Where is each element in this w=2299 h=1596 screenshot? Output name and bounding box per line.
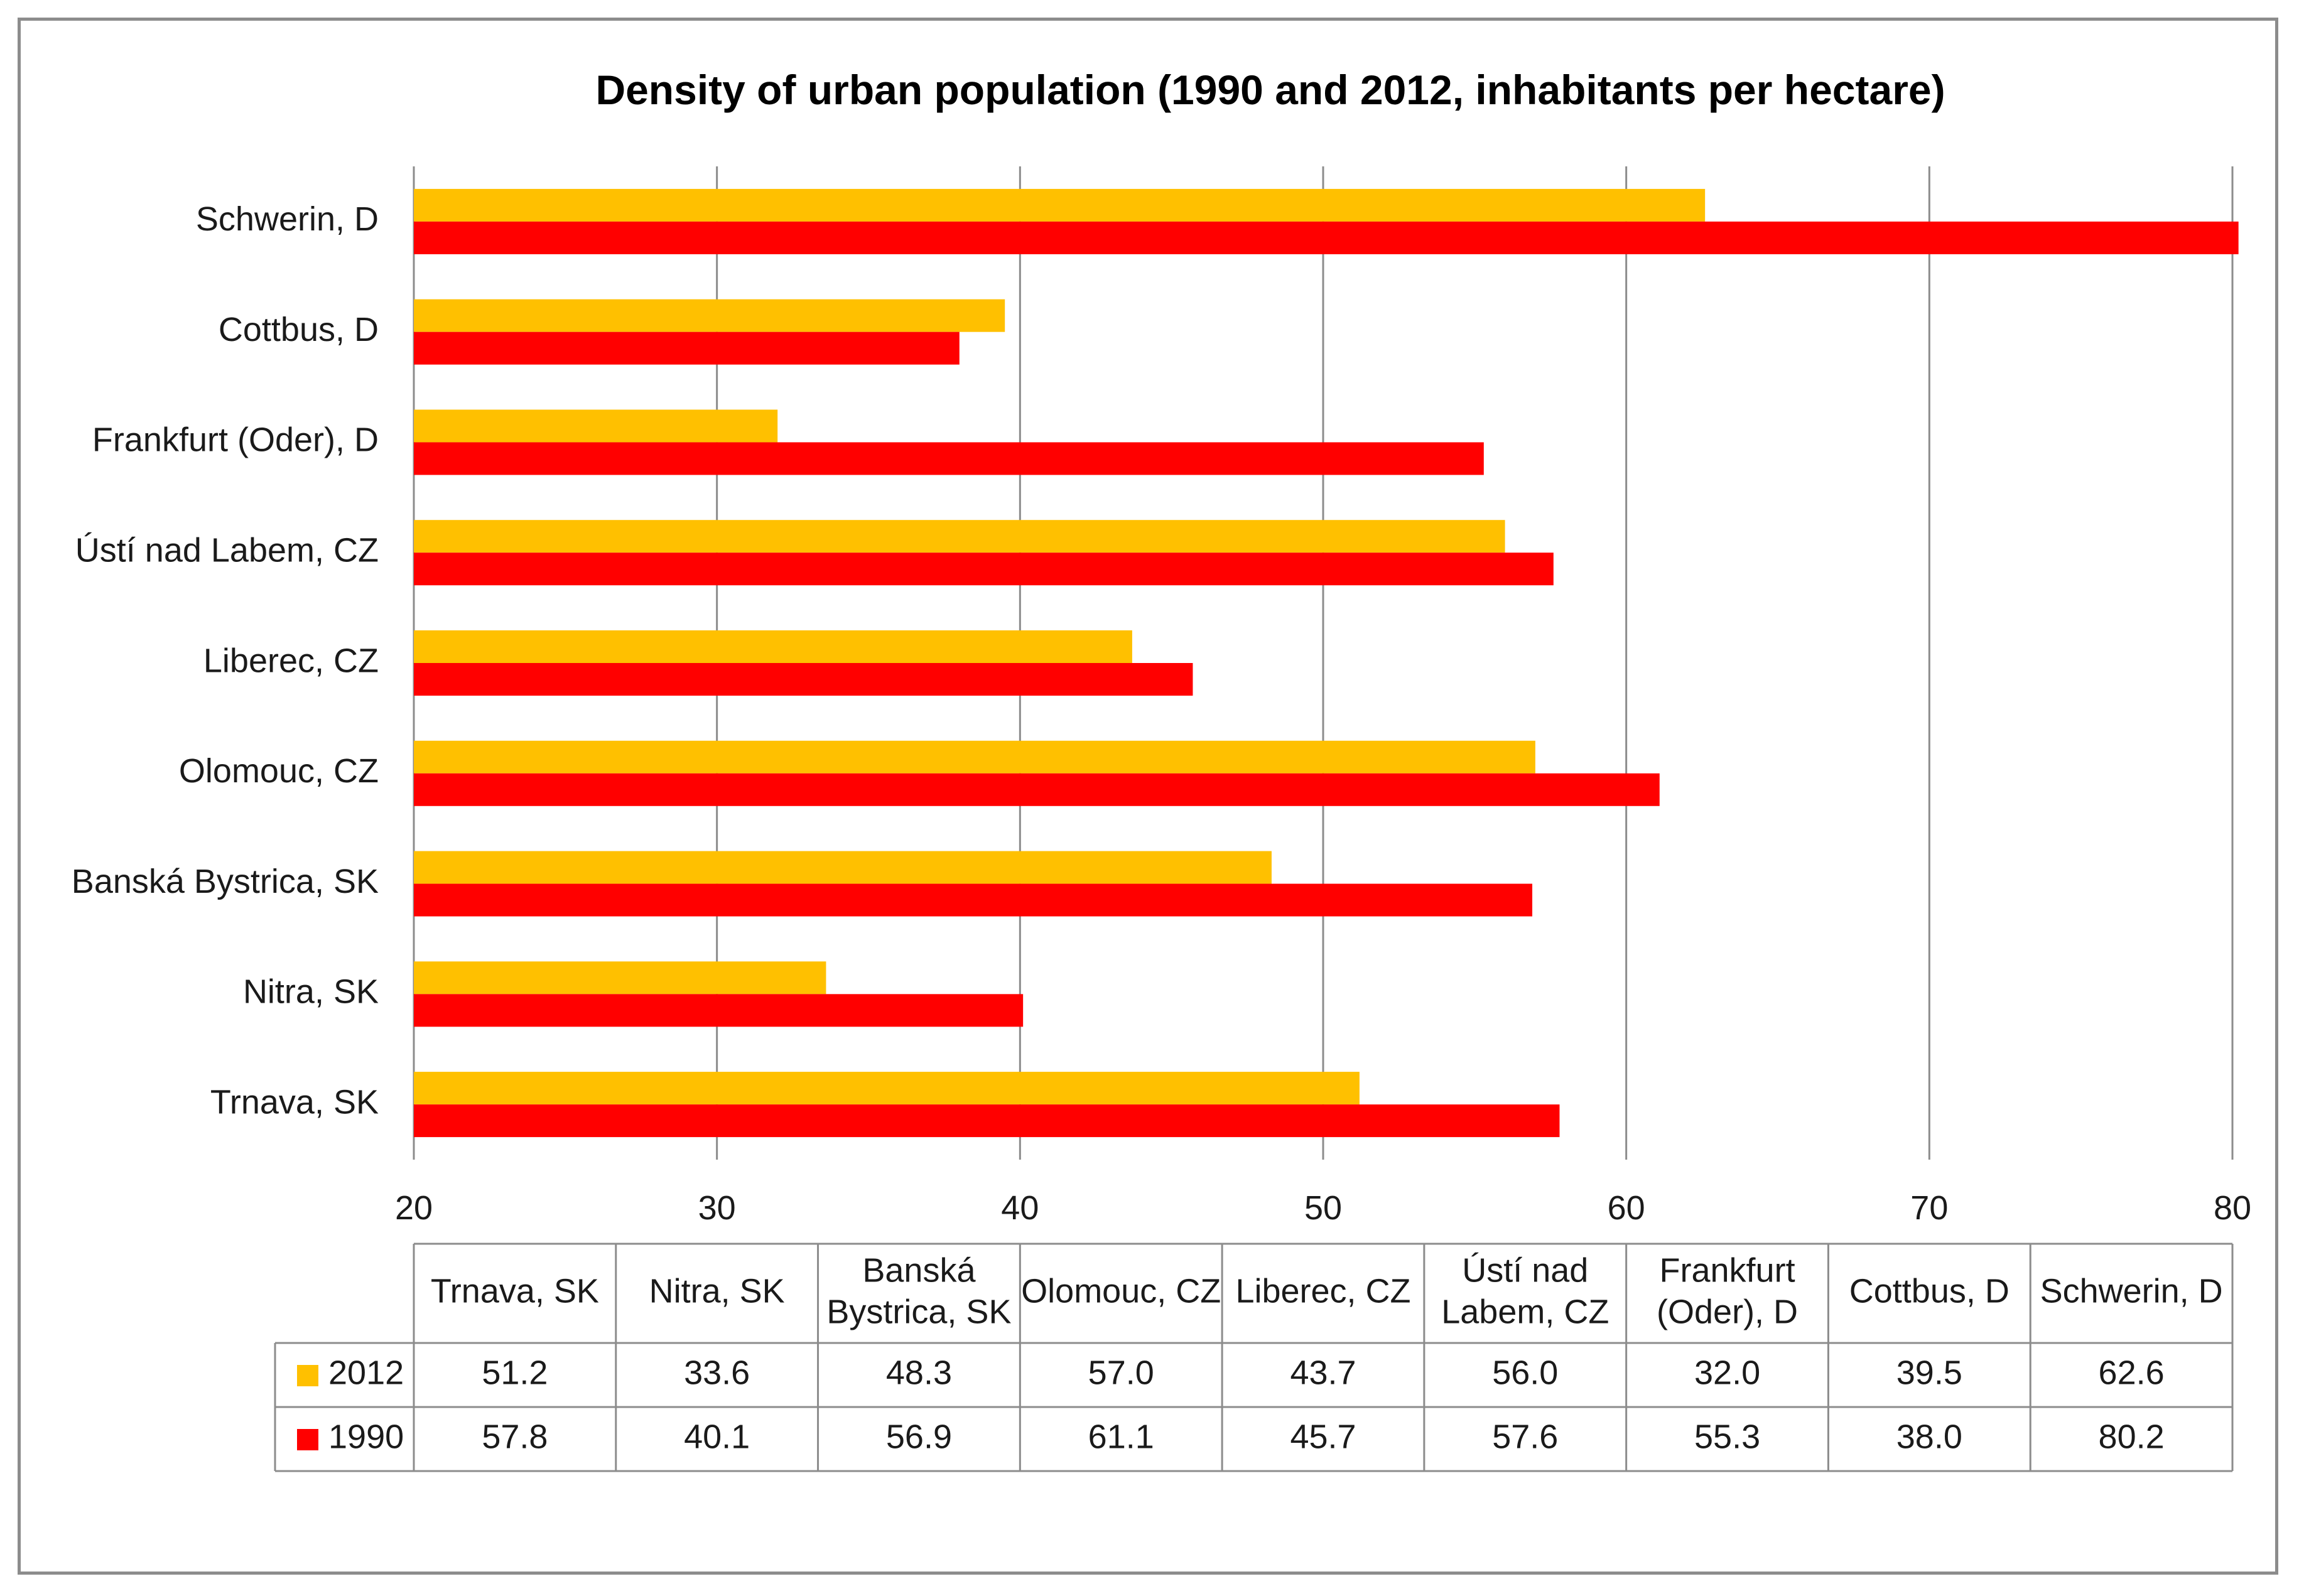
bars (414, 188, 2239, 1138)
bar-2012-1 (414, 961, 826, 995)
bar-1990-1 (414, 994, 1024, 1027)
bar-2012-2 (414, 851, 1272, 884)
chart-svg: Density of urban population (1990 and 20… (72, 67, 2251, 1472)
table-header-7-0: Cottbus, D (1849, 1272, 2010, 1310)
bar-1990-4 (414, 663, 1193, 696)
table-header-5-1: Labem, CZ (1441, 1293, 1609, 1330)
bar-1990-5 (414, 553, 1554, 586)
table-header-2-1: Bystrica, SK (826, 1293, 1011, 1330)
table-header-2-0: Banská (862, 1251, 976, 1289)
x-tick-label-70: 70 (1910, 1189, 1948, 1227)
bar-1990-6 (414, 442, 1484, 475)
bar-1990-0 (414, 1104, 1560, 1138)
data-label-1990-0: 57.8 (482, 1418, 548, 1455)
bar-1990-3 (414, 773, 1660, 806)
data-label-1990-4: 45.7 (1290, 1418, 1356, 1455)
bar-2012-0 (414, 1072, 1360, 1105)
data-label-1990-5: 57.6 (1492, 1418, 1558, 1455)
legend-label-2012: 2012 (328, 1354, 404, 1391)
legend-key-1990 (297, 1429, 318, 1450)
category-label-1: Nitra, SK (243, 973, 379, 1011)
table-header-5-0: Ústí nad (1462, 1251, 1588, 1289)
data-label-1990-3: 61.1 (1088, 1418, 1154, 1455)
data-label-2012-4: 43.7 (1290, 1354, 1356, 1391)
legend-label-1990: 1990 (328, 1418, 404, 1455)
bar-2012-6 (414, 409, 778, 443)
data-label-2012-1: 33.6 (684, 1354, 750, 1391)
data-label-1990-6: 55.3 (1694, 1418, 1760, 1455)
table-header-6-1: (Oder), D (1657, 1293, 1798, 1330)
bar-1990-2 (414, 883, 1533, 917)
x-tick-label-40: 40 (1001, 1189, 1039, 1227)
data-label-1990-2: 56.9 (886, 1418, 952, 1455)
category-label-0: Trnava, SK (210, 1083, 379, 1121)
x-tick-label-60: 60 (1608, 1189, 1645, 1227)
table-header-6-0: Frankfurt (1660, 1251, 1795, 1289)
bar-2012-8 (414, 188, 1706, 222)
table-header-1-0: Nitra, SK (649, 1272, 785, 1310)
bar-2012-4 (414, 630, 1132, 663)
category-label-3: Olomouc, CZ (179, 752, 379, 790)
x-tick-labels: 20 30 40 50 60 70 80 (395, 1189, 2251, 1227)
category-label-8: Schwerin, D (196, 200, 379, 238)
data-label-2012-6: 32.0 (1694, 1354, 1760, 1391)
table-header-3-0: Olomouc, CZ (1021, 1272, 1221, 1310)
bar-2012-7 (414, 299, 1005, 332)
x-tick-label-80: 80 (2214, 1189, 2251, 1227)
table-header-0-0: Trnava, SK (431, 1272, 599, 1310)
data-label-2012-7: 39.5 (1896, 1354, 1962, 1391)
x-tick-label-50: 50 (1304, 1189, 1342, 1227)
legend-key-2012 (297, 1365, 318, 1386)
bar-2012-3 (414, 740, 1535, 774)
table-header-8-0: Schwerin, D (2040, 1272, 2223, 1310)
bar-1990-8 (414, 221, 2239, 254)
chart-frame: Density of urban population (1990 and 20… (18, 18, 2278, 1575)
x-tick-label-20: 20 (395, 1189, 433, 1227)
data-label-2012-5: 56.0 (1492, 1354, 1558, 1391)
chart-title: Density of urban population (1990 and 20… (595, 67, 1945, 113)
data-label-1990-7: 38.0 (1896, 1418, 1962, 1455)
data-table: Trnava, SK Nitra, SK Banská Bystrica, SK Olo… (274, 1243, 2234, 1472)
x-tick-label-30: 30 (698, 1189, 736, 1227)
data-label-2012-8: 62.6 (2099, 1354, 2165, 1391)
table-header-4-0: Liberec, CZ (1235, 1272, 1410, 1310)
category-label-7: Cottbus, D (219, 311, 379, 348)
category-labels: Trnava, SK Nitra, SK Banská Bystrica, SK Ol… (72, 200, 379, 1121)
category-label-5: Ústí nad Labem, CZ (75, 531, 379, 569)
data-label-1990-8: 80.2 (2099, 1418, 2165, 1455)
category-label-2: Banská Bystrica, SK (72, 863, 379, 900)
bar-2012-5 (414, 520, 1505, 553)
category-label-6: Frankfurt (Oder), D (92, 421, 379, 459)
data-label-2012-3: 57.0 (1088, 1354, 1154, 1391)
category-label-4: Liberec, CZ (203, 642, 379, 679)
data-label-2012-0: 51.2 (482, 1354, 548, 1391)
data-label-1990-1: 40.1 (684, 1418, 750, 1455)
bar-1990-7 (414, 332, 960, 365)
data-label-2012-2: 48.3 (886, 1354, 952, 1391)
